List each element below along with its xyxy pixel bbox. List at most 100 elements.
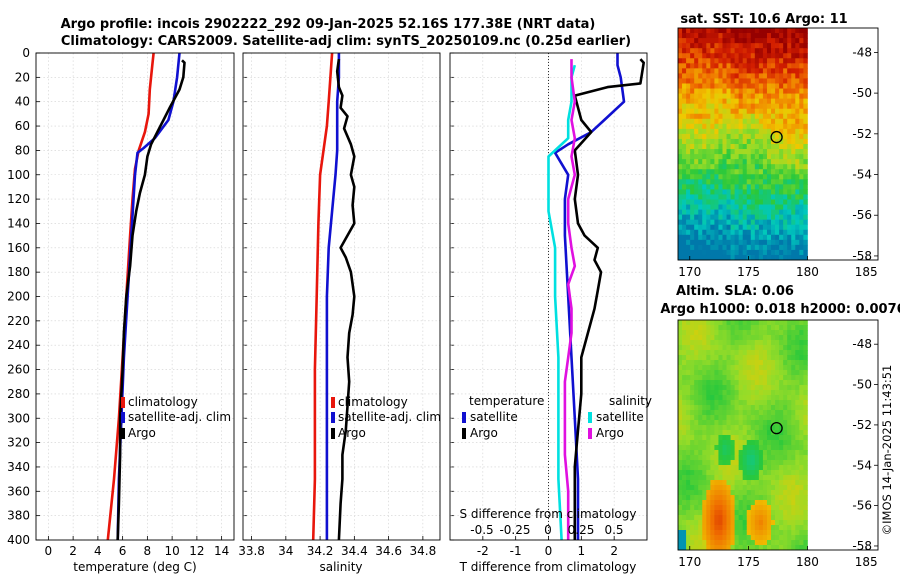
map-cell bbox=[734, 495, 740, 501]
map-cell bbox=[678, 128, 683, 135]
map-cell bbox=[726, 123, 731, 130]
map-cell bbox=[706, 149, 711, 155]
map-cell bbox=[762, 385, 768, 391]
map-cell bbox=[678, 340, 683, 346]
map-cell bbox=[678, 209, 683, 216]
map-cell bbox=[758, 390, 764, 396]
map-cell bbox=[726, 385, 731, 391]
map-cell bbox=[730, 224, 736, 231]
map-cell bbox=[754, 440, 760, 446]
map-cell bbox=[710, 480, 715, 486]
map-cell bbox=[694, 415, 699, 421]
map-cell bbox=[714, 460, 719, 466]
map-cell bbox=[714, 33, 719, 39]
map-cell bbox=[771, 214, 776, 221]
map-cell bbox=[702, 435, 707, 441]
map-cell bbox=[698, 505, 703, 511]
map-cell bbox=[758, 380, 764, 386]
map-cell bbox=[754, 470, 760, 476]
map-cell bbox=[682, 330, 687, 336]
map-cell bbox=[750, 470, 756, 476]
map-cell bbox=[738, 154, 744, 160]
map-cell bbox=[706, 154, 711, 160]
map-cell bbox=[726, 535, 731, 541]
map-cell bbox=[771, 435, 776, 441]
x-tick-label: 1 bbox=[578, 544, 586, 558]
map-x-tick-label: 175 bbox=[737, 555, 760, 569]
map-cell bbox=[742, 525, 748, 531]
map-cell bbox=[766, 53, 772, 59]
map-cell bbox=[754, 335, 760, 341]
map-cell bbox=[690, 410, 695, 416]
map-cell bbox=[722, 380, 727, 386]
map-cell bbox=[742, 370, 748, 376]
map-cell bbox=[766, 184, 772, 190]
map-cell bbox=[779, 144, 784, 150]
map-cell bbox=[694, 48, 699, 54]
map-cell bbox=[694, 335, 699, 341]
map-cell bbox=[698, 535, 703, 541]
map-cell bbox=[746, 330, 752, 336]
map-cell bbox=[730, 510, 736, 516]
map-cell bbox=[706, 355, 711, 361]
map-cell bbox=[726, 38, 731, 44]
map-cell bbox=[766, 530, 772, 536]
map-cell bbox=[775, 360, 780, 366]
map-cell bbox=[678, 430, 683, 436]
map-cell bbox=[742, 224, 748, 231]
map-cell bbox=[742, 405, 748, 411]
map-y-tick-label: -54 bbox=[852, 458, 872, 472]
map-cell bbox=[682, 108, 687, 115]
map-cell bbox=[779, 370, 784, 376]
map-cell bbox=[795, 510, 800, 516]
map-cell bbox=[795, 455, 800, 461]
map-cell bbox=[730, 234, 736, 241]
map-cell bbox=[742, 199, 748, 205]
map-cell bbox=[694, 58, 699, 64]
map-cell bbox=[775, 113, 780, 120]
map-cell bbox=[694, 330, 699, 336]
map-cell bbox=[742, 500, 748, 506]
map-cell bbox=[678, 194, 683, 200]
map-cell bbox=[762, 355, 768, 361]
map-cell bbox=[734, 149, 740, 155]
map-cell bbox=[762, 249, 768, 256]
map-cell bbox=[754, 58, 760, 64]
map-cell bbox=[779, 465, 784, 471]
map-cell bbox=[754, 480, 760, 486]
map-cell bbox=[730, 43, 736, 49]
map-cell bbox=[714, 520, 719, 526]
map-cell bbox=[710, 38, 715, 44]
map-y-tick-label: -54 bbox=[852, 168, 872, 182]
map-cell bbox=[718, 430, 723, 436]
map-cell bbox=[803, 138, 808, 145]
map-cell bbox=[803, 340, 808, 346]
map-cell bbox=[762, 435, 768, 441]
map-cell bbox=[762, 520, 768, 526]
map-cell bbox=[754, 43, 760, 49]
map-cell bbox=[791, 425, 796, 431]
map-cell bbox=[783, 73, 788, 79]
map-cell bbox=[750, 530, 756, 536]
map-cell bbox=[698, 83, 703, 89]
map-cell bbox=[706, 520, 711, 526]
map-cell bbox=[678, 118, 683, 125]
map-cell bbox=[734, 244, 740, 251]
map-cell bbox=[783, 184, 788, 190]
map-cell bbox=[799, 385, 804, 391]
map-cell bbox=[758, 214, 764, 221]
map-cell bbox=[799, 495, 804, 501]
map-cell bbox=[694, 405, 699, 411]
map-cell bbox=[698, 199, 703, 205]
map-cell bbox=[698, 380, 703, 386]
map-cell bbox=[734, 43, 740, 49]
map-cell bbox=[746, 88, 752, 94]
map-cell bbox=[766, 58, 772, 64]
map-cell bbox=[702, 475, 707, 481]
map-cell bbox=[783, 430, 788, 436]
map-cell bbox=[730, 63, 736, 69]
map-cell bbox=[694, 33, 699, 39]
map-cell bbox=[754, 345, 760, 351]
map-cell bbox=[698, 209, 703, 216]
